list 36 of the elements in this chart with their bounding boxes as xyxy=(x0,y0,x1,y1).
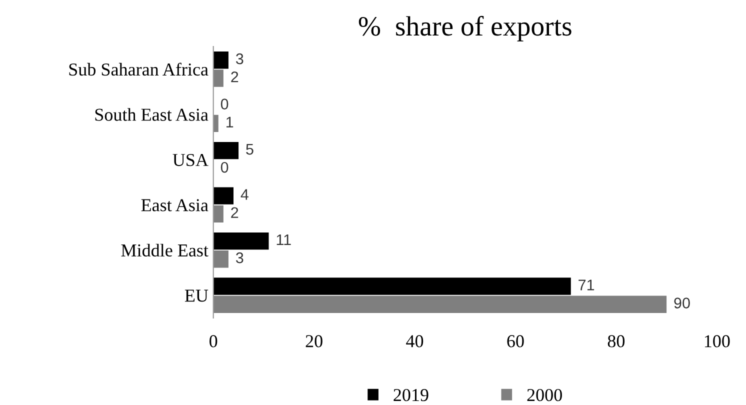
legend-label: 2000 xyxy=(527,388,562,402)
data-label: 2 xyxy=(231,207,238,218)
x-tick-label: 60 xyxy=(507,335,524,348)
y-tick-label: South East Asia xyxy=(95,108,208,121)
data-label: 71 xyxy=(578,280,594,290)
bar xyxy=(213,205,224,222)
bar xyxy=(213,142,239,160)
bar xyxy=(213,232,269,250)
x-tick-label: 40 xyxy=(406,335,424,348)
data-label: 5 xyxy=(246,144,254,155)
data-label: 90 xyxy=(674,298,690,308)
legend-label: 2019 xyxy=(394,388,428,402)
data-label: 2 xyxy=(231,72,238,82)
data-label: 11 xyxy=(276,234,291,245)
x-tick-label: 80 xyxy=(608,335,625,348)
data-label: 3 xyxy=(236,252,244,264)
chart-title: % share of exports xyxy=(358,16,572,42)
y-tick-label: USA xyxy=(172,154,208,166)
y-tick-label: Middle East xyxy=(121,244,208,257)
x-tick-label: 100 xyxy=(704,335,730,348)
bar xyxy=(213,296,667,313)
bar xyxy=(213,278,571,295)
x-tick-label: 0 xyxy=(210,335,218,348)
bar xyxy=(213,52,228,69)
y-tick-label: Sub Saharan Africa xyxy=(69,62,208,76)
bar xyxy=(213,70,224,87)
data-label: 3 xyxy=(236,53,244,64)
x-tick-label: 20 xyxy=(306,335,322,348)
data-label: 0 xyxy=(220,162,228,173)
data-label: 1 xyxy=(226,116,234,128)
bar xyxy=(213,187,234,204)
bar xyxy=(213,250,228,268)
y-tick-label: EU xyxy=(184,290,208,302)
y-tick-label: East Asia xyxy=(141,199,208,212)
data-label: 4 xyxy=(240,189,248,200)
data-label: 0 xyxy=(220,98,228,110)
